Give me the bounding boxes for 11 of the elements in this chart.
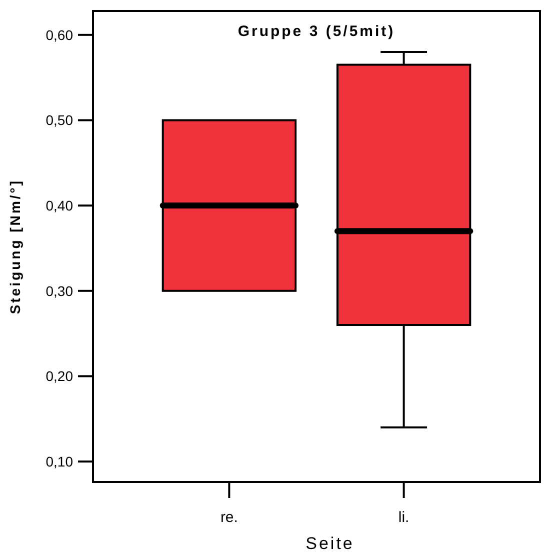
- y-tick-label: 0,60: [46, 26, 74, 43]
- text: Gruppe 3 (5/5mit): [238, 23, 396, 40]
- y-tick-label: 0,10: [46, 453, 74, 470]
- y-tick-label: 0,50: [46, 112, 74, 128]
- x-tick-label: re.: [220, 509, 238, 526]
- y-tick-label: 0,40: [46, 197, 74, 214]
- x-axis-title: Seite: [306, 534, 354, 553]
- x-tick-label: li.: [398, 509, 410, 526]
- y-tick-label: 0,20: [46, 368, 74, 384]
- y-axis-title: Steigung [Nm/°]: [7, 178, 23, 314]
- y-tick-label: 0,30: [46, 282, 74, 299]
